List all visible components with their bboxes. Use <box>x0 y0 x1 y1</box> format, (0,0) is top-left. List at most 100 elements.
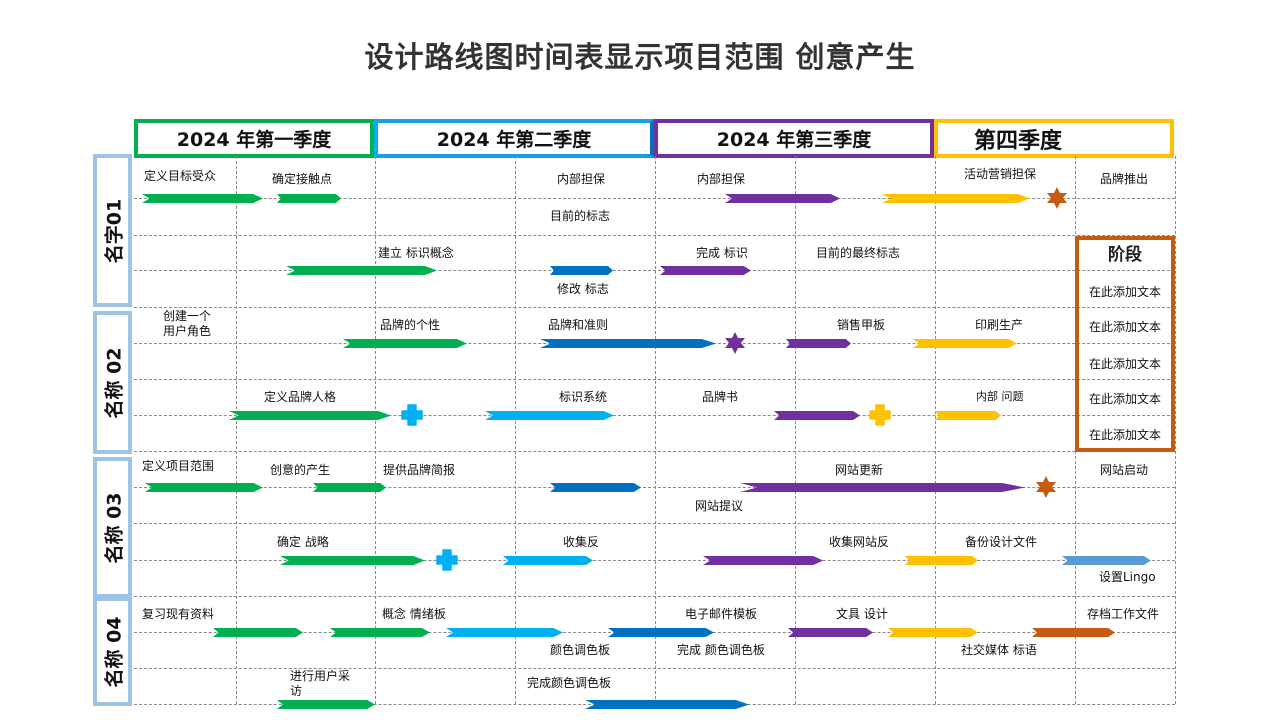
task-arrow <box>725 194 840 203</box>
phase-item: 在此添加文本 <box>1088 320 1161 334</box>
task-label: 收集反 <box>563 535 600 549</box>
star-milestone-icon <box>724 332 746 354</box>
task-label: 建立 标识概念 <box>378 246 454 260</box>
grid-line <box>134 415 1175 416</box>
phase-title: 阶段 <box>1108 245 1142 265</box>
task-label: 创建一个 用户角色 <box>162 309 211 338</box>
task-arrow <box>286 266 437 275</box>
task-label: 品牌和准则 <box>548 318 609 332</box>
grid-line <box>134 668 1175 669</box>
task-label: 内部担保 <box>557 172 606 186</box>
quarter-header-q2: 2024 年第二季度 <box>374 119 654 158</box>
task-label: 品牌的个性 <box>380 318 441 332</box>
task-label: 完成颜色调色板 <box>527 676 612 690</box>
grid-line <box>134 487 1175 488</box>
task-arrow <box>913 339 1017 348</box>
task-arrow <box>343 339 467 348</box>
task-label: 复习现有资料 <box>142 607 215 621</box>
phase-box <box>1075 236 1175 452</box>
grid-line <box>935 156 936 704</box>
task-label: 定义项目范围 <box>142 459 215 473</box>
task-label: 定义目标受众 <box>144 169 217 183</box>
grid-line <box>134 596 1175 597</box>
task-arrow <box>882 194 1030 203</box>
task-label: 修改 标志 <box>557 282 609 296</box>
task-arrow <box>142 194 263 203</box>
grid-line <box>134 198 1175 199</box>
task-arrow <box>277 700 375 709</box>
task-label: 完成 标识 <box>696 246 748 260</box>
task-label: 电子邮件模板 <box>685 607 758 621</box>
task-label: 提供品牌简报 <box>383 463 456 477</box>
star-milestone-icon <box>1035 476 1057 498</box>
phase-item: 在此添加文本 <box>1088 285 1161 299</box>
grid-line <box>134 270 1175 271</box>
task-arrow <box>277 194 341 203</box>
row-label-2: 名称 02 <box>93 311 132 454</box>
grid-line <box>1175 156 1176 704</box>
row-label-3: 名称 03 <box>93 457 132 598</box>
task-arrow <box>1032 628 1115 637</box>
task-label: 目前的最终标志 <box>816 246 901 260</box>
task-arrow <box>540 339 716 348</box>
task-arrow <box>485 411 614 420</box>
task-label: 设置Lingo <box>1099 570 1156 584</box>
task-label: 网站启动 <box>1100 463 1149 477</box>
quarter-header-q1: 2024 年第一季度 <box>134 119 374 158</box>
task-arrow <box>608 628 714 637</box>
task-label: 内部 问题 <box>976 390 1024 403</box>
quarter-header-q3: 2024 年第三季度 <box>654 119 934 158</box>
quarter-label: 2024 年第二季度 <box>436 129 592 151</box>
task-label: 网站提议 <box>695 499 744 513</box>
task-arrow <box>550 483 641 492</box>
cross-milestone-icon <box>869 404 891 426</box>
task-label: 品牌推出 <box>1100 172 1149 186</box>
task-label: 销售甲板 <box>837 318 886 332</box>
task-arrow <box>213 628 303 637</box>
task-arrow <box>660 266 751 275</box>
phase-item: 在此添加文本 <box>1088 428 1161 442</box>
quarter-label: 2024 年第三季度 <box>716 129 872 151</box>
grid-line <box>134 523 1175 524</box>
task-arrow <box>703 556 823 565</box>
row-label-1: 名字01 <box>93 154 132 307</box>
cross-milestone-icon <box>436 549 458 571</box>
task-arrow <box>550 266 613 275</box>
task-arrow <box>774 411 860 420</box>
task-label: 网站更新 <box>835 463 884 477</box>
task-arrow <box>1062 556 1151 565</box>
task-label: 完成 颜色调色板 <box>677 643 765 657</box>
grid-line <box>134 451 1175 452</box>
task-arrow <box>786 339 851 348</box>
phase-item: 在此添加文本 <box>1088 357 1161 371</box>
task-arrow <box>935 411 1001 420</box>
task-label: 内部担保 <box>697 172 746 186</box>
row-label-4: 名称 04 <box>93 597 132 706</box>
task-label: 标识系统 <box>559 390 608 404</box>
task-label: 收集网站反 <box>829 535 890 549</box>
task-arrow <box>330 628 430 637</box>
phase-item: 在此添加文本 <box>1088 392 1161 406</box>
task-label: 颜色调色板 <box>550 643 611 657</box>
task-label: 概念 情绪板 <box>382 607 446 621</box>
grid-line <box>655 156 656 704</box>
task-label: 确定 战略 <box>277 535 329 549</box>
grid-line <box>134 235 1175 236</box>
star-milestone-icon <box>1046 187 1068 209</box>
task-label: 创意的产生 <box>270 463 331 477</box>
task-arrow <box>788 628 873 637</box>
task-arrow <box>905 556 978 565</box>
task-label: 目前的标志 <box>550 209 611 223</box>
task-arrow <box>585 700 749 709</box>
quarter-label: 第四季度 <box>974 128 1063 154</box>
row-label-text: 名字01 <box>103 198 125 263</box>
task-arrow <box>229 411 391 420</box>
task-arrow <box>313 483 386 492</box>
task-label: 品牌书 <box>702 390 739 404</box>
task-label: 确定接触点 <box>272 172 333 186</box>
task-label: 进行用户采访 <box>290 669 351 698</box>
cross-milestone-icon <box>401 404 423 426</box>
row-label-text: 名称 03 <box>103 491 125 564</box>
task-arrow <box>888 628 978 637</box>
task-arrow <box>446 628 563 637</box>
